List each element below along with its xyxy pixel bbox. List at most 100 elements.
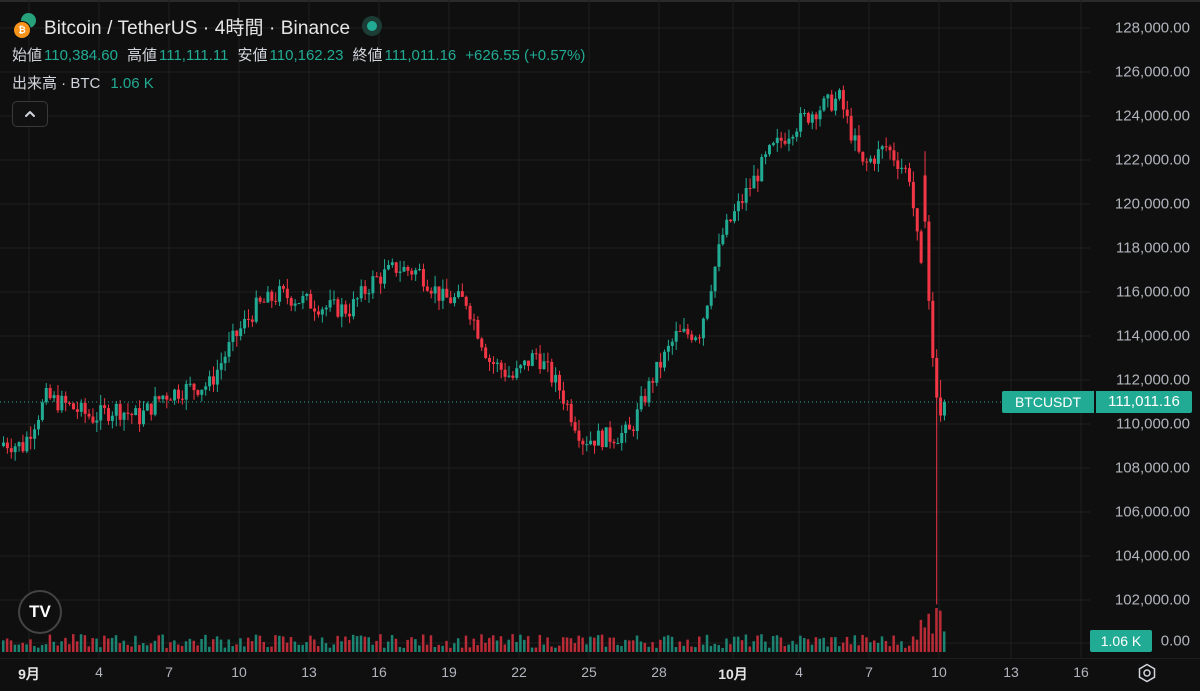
candle-body	[278, 286, 282, 302]
volume-bar	[503, 644, 507, 652]
volume-bar	[795, 644, 798, 652]
candle-body	[184, 384, 188, 400]
candle-body	[573, 422, 577, 431]
volume-bar	[196, 645, 199, 652]
candle-body	[799, 113, 803, 132]
volume-bar	[900, 641, 903, 652]
candle-body	[705, 305, 709, 319]
candle-body	[449, 297, 453, 304]
time-axis[interactable]: 9月 4 7 10 13 16 19 22 25 28 10月 4 7 10 13 16	[0, 658, 1100, 691]
volume-bar	[316, 646, 320, 652]
candle-body	[872, 158, 876, 164]
volume-bar	[942, 631, 946, 652]
volume-bar	[149, 643, 153, 652]
volume-bar	[130, 646, 133, 652]
candle-body	[756, 175, 760, 182]
candle-body	[729, 219, 733, 222]
candle-body	[243, 318, 247, 329]
candle-body	[904, 167, 908, 169]
candle-body	[911, 181, 915, 209]
symbol-title-row[interactable]: ₿ Bitcoin / TetherUS · 4時間 · Binance	[12, 12, 594, 40]
candle-body	[71, 403, 75, 410]
volume-bar	[876, 642, 880, 652]
candle-body	[678, 331, 682, 333]
candle-body	[585, 444, 589, 446]
volume-bar	[647, 646, 650, 652]
volume-bar	[499, 636, 503, 652]
candle-body	[733, 211, 737, 222]
collapse-legend-button[interactable]	[12, 101, 48, 127]
volume-bar	[534, 647, 538, 652]
volume-bar	[729, 644, 732, 652]
volume-bar	[569, 638, 573, 652]
time-tick-label: 13	[1003, 664, 1019, 680]
market-status-icon[interactable]	[362, 16, 383, 36]
candle-body	[530, 353, 534, 366]
volume-bar	[783, 645, 787, 652]
candle-body	[340, 304, 344, 317]
candle-body	[13, 446, 17, 453]
candle-body	[176, 389, 180, 399]
candle-body	[581, 440, 585, 445]
candle-body	[577, 430, 581, 441]
volume-bar	[219, 639, 223, 652]
candle-body	[841, 90, 845, 110]
volume-bar	[721, 647, 724, 652]
volume-bar	[309, 635, 312, 652]
volume-bar	[845, 636, 849, 652]
volume-bar	[320, 637, 324, 652]
volume-bar	[211, 639, 215, 652]
volume-bar	[546, 637, 549, 652]
candle-body	[666, 345, 670, 352]
volume-bar	[779, 637, 783, 652]
candle-body	[740, 201, 744, 203]
candle-body	[145, 403, 149, 411]
volume-bar	[297, 644, 301, 652]
candle-body	[542, 361, 546, 370]
candle-body	[845, 109, 849, 116]
volume-legend[interactable]: 出来高 · BTC 1.06 K	[12, 72, 594, 93]
candle-body	[192, 383, 196, 391]
price-axis[interactable]: 128,000.00 126,000.00 124,000.00 122,000.00…	[1090, 0, 1200, 660]
volume-bar	[872, 640, 876, 652]
candle-body	[686, 328, 690, 335]
volume-bar	[281, 636, 285, 652]
volume-bar	[476, 645, 479, 652]
candle-body	[880, 146, 884, 150]
volume-bar	[266, 647, 269, 652]
time-tick-label: 4	[795, 664, 803, 680]
volume-bar	[643, 642, 647, 652]
candle-body	[834, 98, 838, 111]
candle-body	[659, 361, 663, 368]
volume-bar	[289, 636, 293, 652]
candle-body	[526, 360, 530, 366]
price-tick-label: 124,000.00	[1114, 107, 1190, 125]
candle-body	[612, 441, 616, 444]
candle-body	[64, 395, 68, 403]
candle-body	[301, 296, 305, 304]
candle-body	[157, 396, 161, 400]
candle-body	[60, 395, 64, 411]
candle-body	[523, 360, 527, 366]
volume-bar	[48, 634, 52, 652]
candle-body	[351, 299, 355, 317]
chart-settings-button[interactable]	[1136, 662, 1158, 684]
volume-bar	[655, 647, 658, 652]
volume-bar	[359, 635, 363, 652]
symbol-title[interactable]: Bitcoin / TetherUS · 4時間 · Binance	[44, 17, 351, 39]
volume-bar	[526, 636, 530, 652]
close-value: 111,011.16	[384, 47, 457, 64]
candle-body	[647, 381, 651, 403]
volume-bar	[425, 644, 429, 652]
last-price-tag: BTCUSDT 111,011.16	[1002, 391, 1192, 413]
candle-body	[421, 269, 425, 287]
tradingview-logo[interactable]: TV	[18, 590, 62, 634]
volume-bar	[740, 640, 744, 652]
volume-bar	[449, 647, 452, 652]
candle-body	[935, 358, 939, 398]
candle-body	[721, 234, 725, 245]
candle-body	[91, 416, 95, 423]
chevron-up-icon	[25, 111, 35, 117]
volume-bar	[787, 644, 790, 652]
